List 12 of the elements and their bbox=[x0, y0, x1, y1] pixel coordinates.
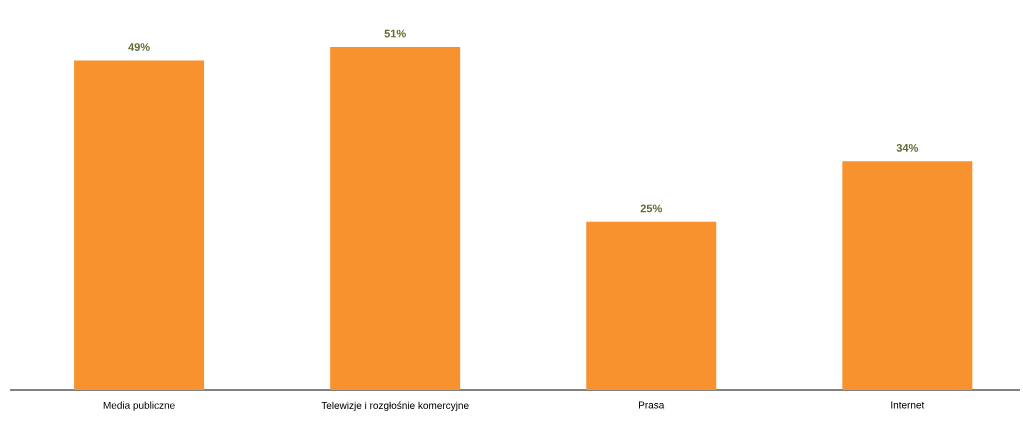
data-label: 34% bbox=[896, 143, 919, 152]
data-label: 25% bbox=[640, 204, 662, 213]
bar bbox=[74, 60, 205, 390]
bar bbox=[330, 46, 461, 390]
x-tick-label: Media publiczne bbox=[103, 401, 175, 411]
bar bbox=[842, 161, 973, 390]
data-label: 51% bbox=[384, 29, 406, 38]
x-tick-label: Telewizje i rozgłośnie komercyjne bbox=[321, 401, 469, 411]
x-tick-label: Prasa bbox=[639, 401, 665, 409]
x-tick-label: Internet bbox=[891, 401, 925, 409]
bar bbox=[586, 221, 717, 390]
data-label: 49% bbox=[128, 43, 150, 51]
